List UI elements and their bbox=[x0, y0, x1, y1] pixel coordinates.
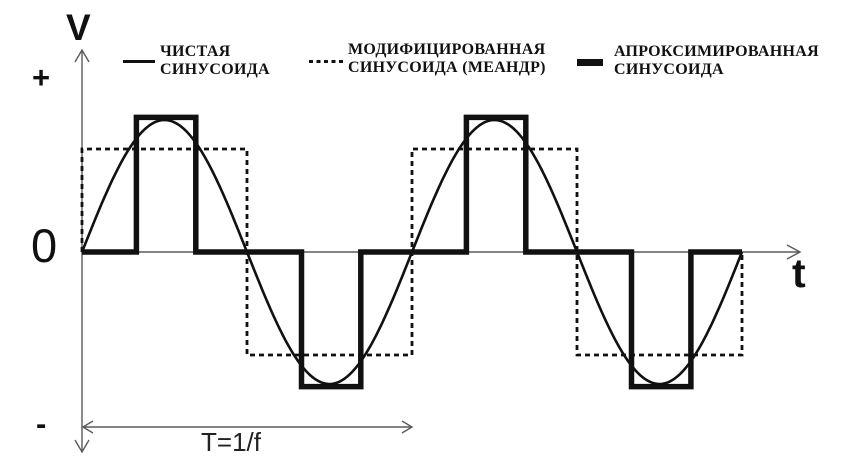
x-axis-arrow-icon bbox=[786, 244, 802, 260]
origin-label: 0 bbox=[31, 219, 58, 272]
legend-label-modified-sine: МОДИФИЦИРОВАННАЯ СИНУСОИДА (МЕАНДР) bbox=[348, 41, 546, 76]
y-minus-label: - bbox=[36, 406, 47, 441]
x-axis-title: t bbox=[792, 250, 806, 296]
y-plus-label: + bbox=[32, 60, 51, 95]
approx-sine-curve bbox=[82, 114, 742, 390]
period-arrow-right-icon bbox=[401, 420, 414, 434]
approx-sine-swatch-line bbox=[577, 59, 603, 66]
legend-label-pure-sine: ЧИСТАЯ СИНУСОИДА bbox=[160, 43, 270, 78]
legend-label-approx-sine: АПРОКСИМИРОВАННАЯ СИНУСОИДА bbox=[614, 43, 819, 78]
period-arrow-left-icon bbox=[81, 420, 94, 434]
pure-sine-swatch-line bbox=[123, 60, 155, 63]
period-annotation: T=1/f bbox=[201, 427, 261, 457]
modified-sine-swatch-line bbox=[309, 60, 343, 63]
y-axis-title: V bbox=[66, 7, 91, 48]
y-axis-arrow-down-icon bbox=[74, 439, 90, 454]
y-axis-arrow-up-icon bbox=[74, 48, 90, 63]
